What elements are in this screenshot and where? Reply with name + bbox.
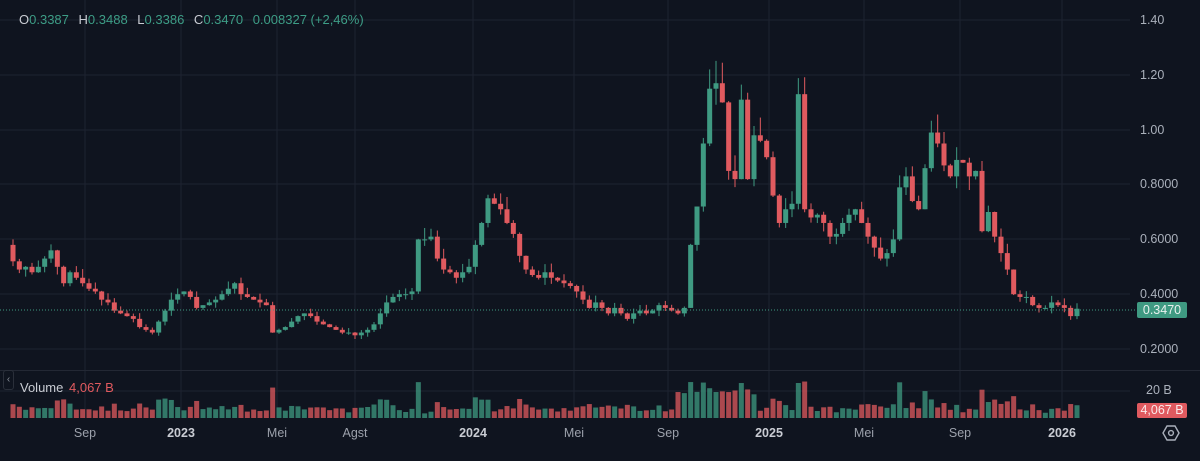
open-label: O	[19, 12, 30, 27]
volume-label: Volume	[20, 380, 64, 395]
high-label: H	[78, 12, 88, 27]
low-label: L	[137, 12, 145, 27]
volume-axis-tick: 20 B	[1146, 383, 1172, 397]
change-value: 0.008327 (+2,46%)	[252, 12, 364, 27]
price-tick: 1.40	[1140, 13, 1165, 27]
time-tick: Mei	[563, 426, 585, 440]
gear-hexagon-icon	[1162, 425, 1180, 441]
time-tick: Agst	[342, 426, 368, 440]
price-axis[interactable]: 1.40 1.20 1.00 0.8000 0.6000 0.4000 0.20…	[1132, 0, 1200, 370]
time-tick: Mei	[266, 426, 288, 440]
volume-value: 4,067 B	[69, 380, 114, 395]
price-tick: 0.2000	[1140, 342, 1179, 356]
time-tick: Mei	[853, 426, 875, 440]
price-tick: 1.00	[1140, 123, 1165, 137]
pane-separator[interactable]	[0, 370, 1200, 371]
high-value: 0.3488	[87, 12, 128, 27]
time-tick: 2026	[1048, 426, 1076, 440]
time-tick: 2023	[167, 426, 195, 440]
time-tick: 2024	[459, 426, 487, 440]
current-price-tag: 0.3470	[1137, 302, 1187, 318]
price-tick: 0.6000	[1140, 232, 1179, 246]
time-axis[interactable]: Sep 2023 Mei Agst 2024 Mei Sep 2025 Mei Sep 2026	[0, 420, 1130, 450]
ohlc-legend: O0.3387 H0.3488 L0.3386 C0.3470 0.008327…	[19, 12, 370, 27]
price-tick: 1.20	[1140, 68, 1165, 82]
chart-settings-button[interactable]	[1162, 424, 1180, 442]
time-tick: Sep	[656, 426, 680, 440]
close-value: 0.3470	[203, 12, 244, 27]
price-tick: 0.4000	[1140, 287, 1179, 301]
time-tick: Sep	[73, 426, 97, 440]
close-label: C	[193, 12, 204, 27]
low-value: 0.3386	[144, 12, 185, 27]
chevron-left-icon: ‹	[6, 374, 11, 385]
time-tick: 2025	[755, 426, 783, 440]
open-value: 0.3387	[29, 12, 69, 27]
price-tick: 0.8000	[1140, 177, 1179, 191]
collapse-pane-button[interactable]: ‹	[3, 370, 14, 390]
time-tick: Sep	[948, 426, 972, 440]
current-volume-tag: 4,067 B	[1137, 403, 1187, 418]
